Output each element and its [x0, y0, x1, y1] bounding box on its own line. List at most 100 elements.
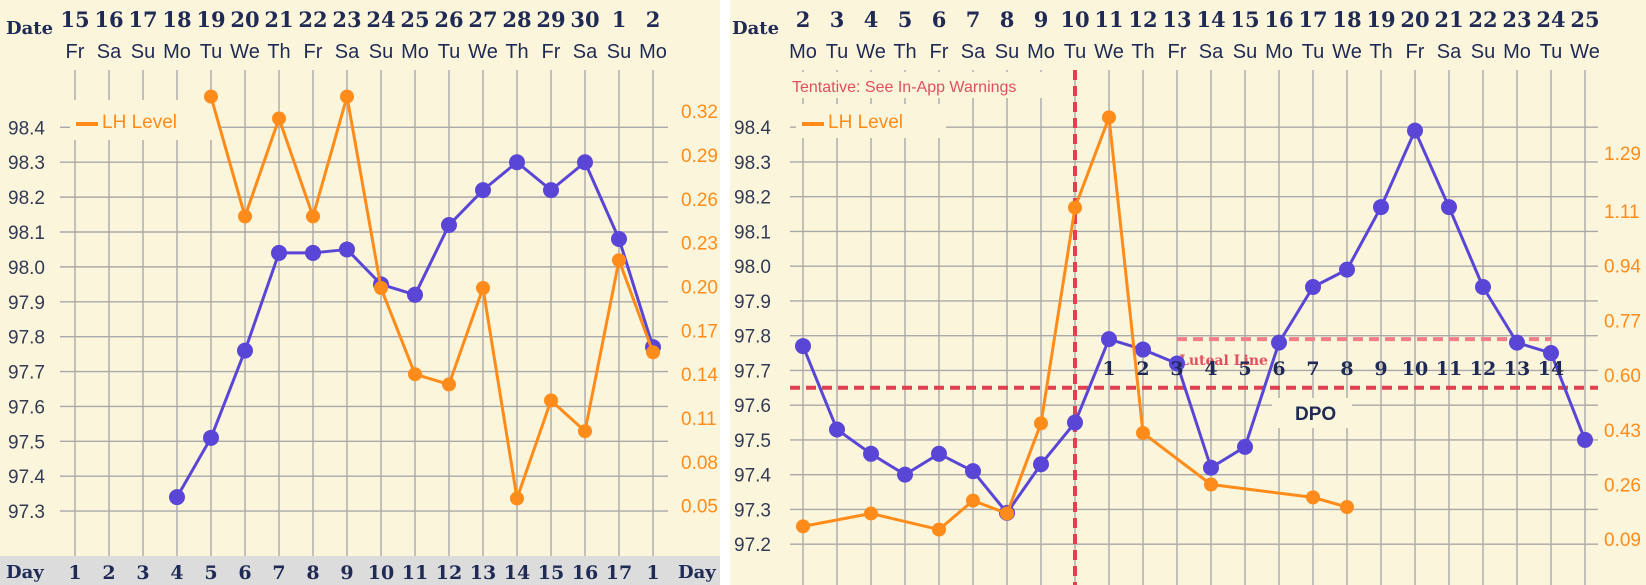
date-row-label: Date — [6, 18, 53, 39]
weekday-label: We — [230, 41, 260, 63]
weekday-label: Mo — [789, 41, 817, 63]
date-label: 13 — [1162, 7, 1191, 32]
y-tick-temp: 98.4 — [8, 118, 45, 139]
temperature-point — [1407, 122, 1423, 139]
cycle-day-label: 1 — [646, 562, 659, 584]
dpo-day-label: 7 — [1306, 358, 1319, 380]
dpo-row: 1 2 3 4 5 6 7 8 9 10 11 12 13 14 — [1102, 358, 1564, 380]
dpo-day-label: 9 — [1374, 358, 1387, 380]
y-tick-temp: 97.7 — [8, 363, 45, 384]
cycle-day-label: 2 — [102, 562, 115, 584]
weekday-label: Su — [1233, 41, 1257, 63]
weekday-label: Fr — [1406, 41, 1425, 63]
date-label: 22 — [1468, 7, 1497, 32]
lh-level-point — [204, 89, 218, 104]
temperature-point — [543, 182, 559, 199]
lh-level-point — [578, 424, 592, 439]
dpo-day-label: 10 — [1402, 358, 1428, 380]
date-label: 18 — [162, 7, 191, 32]
lh-level-point — [306, 209, 320, 224]
temperature-point — [509, 154, 525, 171]
cycle-day-label: 9 — [340, 562, 353, 584]
cycle-day-label: 1 — [68, 562, 81, 584]
lh-level-point — [476, 281, 490, 296]
y-tick-lh: 0.32 — [681, 102, 718, 123]
chart-left: Date 15 16 17 18 19 20 21 22 23 24 25 26 27 28 29 30 1 2 … — [0, 0, 720, 585]
y-tick-temp: 98.0 — [8, 258, 45, 279]
dpo-day-label: 2 — [1136, 358, 1149, 380]
temperature-point — [407, 286, 423, 303]
annotation-box — [786, 72, 1046, 98]
temperature-point — [863, 445, 879, 462]
lh-level-line — [209, 95, 655, 500]
y-tick-temp: 97.6 — [8, 397, 45, 418]
temperature-point — [1305, 279, 1321, 296]
y-tick-lh: 0.11 — [681, 409, 717, 430]
y-tick-temp: 97.5 — [734, 431, 771, 452]
left-y-axis-temp: 98.4 98.3 98.2 98.1 98.0 97.9 97.8 97.7 97.6 97.5… — [8, 118, 45, 523]
temperature-point — [203, 429, 219, 446]
y-tick-lh: 0.26 — [1604, 476, 1641, 497]
day-row-label-left: Day — [6, 562, 44, 583]
date-label: 18 — [1332, 7, 1361, 32]
temperature-point — [169, 489, 185, 506]
weekday-label: Mo — [1027, 41, 1055, 63]
y-tick-lh: 0.05 — [681, 497, 718, 518]
weekday-label: Su — [607, 41, 631, 63]
y-tick-lh: 0.29 — [681, 146, 718, 167]
dpo-day-label: 3 — [1170, 358, 1183, 380]
date-label: 1 — [612, 7, 627, 32]
weekday-label: Tu — [1540, 41, 1563, 63]
weekday-label: Tu — [826, 41, 849, 63]
weekday-label: Mo — [163, 41, 191, 63]
date-label: 19 — [1366, 7, 1395, 32]
cycle-day-label: 4 — [170, 562, 183, 584]
y-tick-lh: 0.43 — [1604, 421, 1641, 442]
y-tick-lh: 0.26 — [681, 190, 718, 211]
weekday-label: Tu — [200, 41, 223, 63]
weekday-label: Fr — [66, 41, 85, 63]
date-label: 29 — [536, 7, 565, 32]
date-label: 20 — [1400, 7, 1429, 32]
right-y-axis-lh: 1.29 1.11 0.94 0.77 0.60 0.43 0.26 0.09 — [1604, 144, 1641, 551]
date-label: 2 — [796, 7, 811, 32]
cycle-day-label: 8 — [306, 562, 319, 584]
lh-level-point — [1102, 110, 1116, 125]
temperature-point — [1441, 199, 1457, 216]
temperature-point — [1509, 334, 1525, 351]
y-tick-temp: 98.2 — [734, 188, 771, 209]
left-grid — [60, 70, 668, 556]
temperature-point — [1373, 199, 1389, 216]
weekday-label: Sa — [1199, 41, 1224, 63]
temperature-point — [1475, 279, 1491, 296]
y-tick-temp: 98.3 — [734, 153, 771, 174]
date-label: 21 — [1434, 7, 1463, 32]
weekday-label: Th — [1369, 41, 1392, 63]
lh-level-point — [612, 253, 626, 268]
date-label: 25 — [1570, 7, 1599, 32]
temperature-point — [1543, 345, 1559, 362]
y-tick-temp: 98.0 — [734, 257, 771, 278]
weekday-label: Fr — [542, 41, 561, 63]
y-tick-temp: 97.4 — [734, 466, 771, 487]
lh-level-point — [1000, 506, 1014, 521]
weekday-label: Mo — [639, 41, 667, 63]
cycle-day-label: 14 — [504, 562, 530, 584]
lh-level-point — [1204, 477, 1218, 492]
left-weekday-row: Fr Sa Su Mo Tu We Th Fr Sa Su Mo Tu We Th Fr Sa Su Mo — [66, 41, 667, 63]
date-label: 12 — [1128, 7, 1157, 32]
temperature-point — [577, 154, 593, 171]
weekday-label: Sa — [961, 41, 986, 63]
y-tick-temp: 98.1 — [8, 223, 45, 244]
lh-level-point — [544, 393, 558, 408]
y-tick-lh: 1.29 — [1604, 144, 1641, 165]
dpo-day-label: 12 — [1470, 358, 1496, 380]
temperature-point — [1203, 459, 1219, 476]
lh-level-point — [442, 377, 456, 392]
date-label: 23 — [1502, 7, 1531, 32]
lh-level-point — [796, 519, 810, 534]
date-label: 11 — [1094, 7, 1123, 32]
y-tick-temp: 98.2 — [8, 188, 45, 209]
dpo-day-label: 1 — [1102, 358, 1115, 380]
